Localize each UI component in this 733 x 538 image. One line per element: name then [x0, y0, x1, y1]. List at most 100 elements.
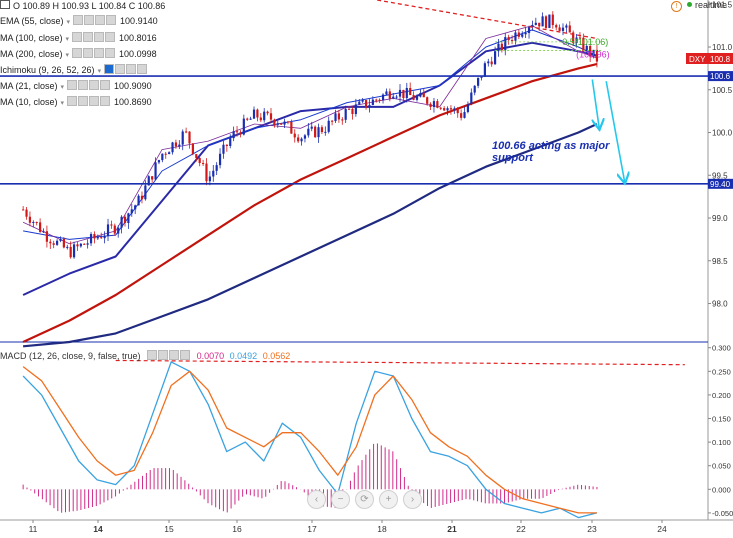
dropdown-icon[interactable]: ▾ [60, 84, 65, 91]
settings-icon[interactable] [67, 96, 78, 106]
reset-button[interactable]: ⟳ [355, 490, 374, 509]
settings-icon[interactable] [104, 64, 115, 74]
legend-value: 100.9140 [120, 16, 158, 26]
macd-tick-label: 0.100 [712, 438, 731, 447]
candle [147, 176, 150, 186]
scroll-left-button[interactable]: ‹ [307, 490, 326, 509]
candle [72, 244, 76, 258]
candle [286, 121, 290, 123]
close-icon[interactable] [105, 32, 116, 42]
settings-icon[interactable] [73, 15, 84, 25]
legend-label: EMA (55, close) [0, 16, 64, 26]
scroll-right-button[interactable]: › [403, 490, 422, 509]
candle [79, 243, 82, 247]
eye-icon[interactable] [78, 96, 89, 106]
candle [385, 91, 388, 95]
candle [555, 25, 558, 28]
candle [76, 244, 79, 247]
time-tick-label: 17 [307, 524, 317, 534]
settings-icon[interactable] [72, 48, 83, 58]
price-tick-label: 98.5 [712, 257, 728, 266]
add-icon[interactable] [89, 96, 100, 106]
macd-eye-icon[interactable] [158, 350, 169, 360]
close-icon[interactable] [100, 96, 111, 106]
macd-settings-icon[interactable] [147, 350, 158, 360]
macd-close-icon[interactable] [180, 350, 191, 360]
candle [269, 113, 273, 120]
clock-icon[interactable]: ! [670, 1, 682, 12]
ma21-line [23, 29, 598, 240]
eye-icon[interactable] [115, 64, 126, 74]
candle [263, 111, 266, 121]
candle [222, 144, 225, 154]
candle [93, 234, 96, 239]
candle [561, 27, 565, 31]
add-icon[interactable] [126, 64, 137, 74]
candle [422, 92, 425, 98]
candle [483, 63, 486, 77]
candle [347, 108, 351, 110]
dropdown-icon[interactable]: ▾ [97, 68, 102, 75]
macd-trend-line [115, 359, 685, 366]
dropdown-icon[interactable]: ▾ [65, 52, 70, 59]
candle [218, 153, 222, 166]
eye-icon[interactable] [84, 15, 95, 25]
candle [375, 99, 378, 101]
macd-hist-value: 0.0562 [262, 351, 291, 361]
candle [22, 209, 25, 211]
add-icon[interactable] [94, 48, 105, 58]
eye-icon[interactable] [78, 80, 89, 90]
macd-signal-value: 0.0492 [229, 351, 258, 361]
zoom-out-button[interactable]: − [331, 490, 350, 509]
candle [185, 131, 188, 133]
close-icon[interactable] [106, 15, 117, 25]
candle [164, 153, 167, 155]
candle [297, 137, 300, 142]
candle [324, 131, 327, 133]
candle [59, 238, 62, 241]
close-icon[interactable] [100, 80, 111, 90]
close-icon[interactable] [105, 48, 116, 58]
candle [436, 101, 439, 108]
candle [42, 231, 45, 233]
dropdown-icon[interactable]: ▾ [60, 100, 65, 107]
macd-tick-label: -0.050 [712, 509, 733, 518]
candle [405, 87, 408, 99]
dropdown-icon[interactable]: ▾ [66, 19, 71, 26]
candle [409, 87, 412, 96]
close-icon[interactable] [137, 64, 148, 74]
macd-add-icon[interactable] [169, 350, 180, 360]
menu-icon[interactable] [0, 0, 10, 9]
candle [568, 25, 571, 33]
macd-tick-label: 0.200 [712, 391, 731, 400]
candle [127, 213, 130, 223]
add-icon[interactable] [89, 80, 100, 90]
legend-row: MA (21, close) ▾ 100.9090 [0, 80, 152, 91]
settings-icon[interactable] [72, 32, 83, 42]
zoom-in-button[interactable]: + [379, 490, 398, 509]
add-icon[interactable] [95, 15, 106, 25]
eye-icon[interactable] [83, 48, 94, 58]
candle [242, 118, 245, 135]
candle [514, 32, 517, 41]
candle [120, 216, 123, 228]
time-tick-label: 14 [93, 524, 103, 534]
dropdown-icon[interactable]: ▾ [65, 36, 70, 43]
candle [388, 91, 391, 99]
candle [55, 240, 59, 245]
candle [113, 225, 116, 234]
support-price-tag [708, 178, 733, 189]
candle [249, 118, 252, 120]
candle [500, 43, 503, 51]
candle [307, 128, 310, 136]
settings-icon[interactable] [67, 80, 78, 90]
candle [110, 224, 113, 226]
eye-icon[interactable] [83, 32, 94, 42]
macd-tick-label: 0.250 [712, 367, 731, 376]
add-icon[interactable] [94, 32, 105, 42]
candle [364, 100, 368, 108]
candle [575, 37, 578, 43]
candle [35, 221, 38, 223]
candle [123, 216, 127, 223]
